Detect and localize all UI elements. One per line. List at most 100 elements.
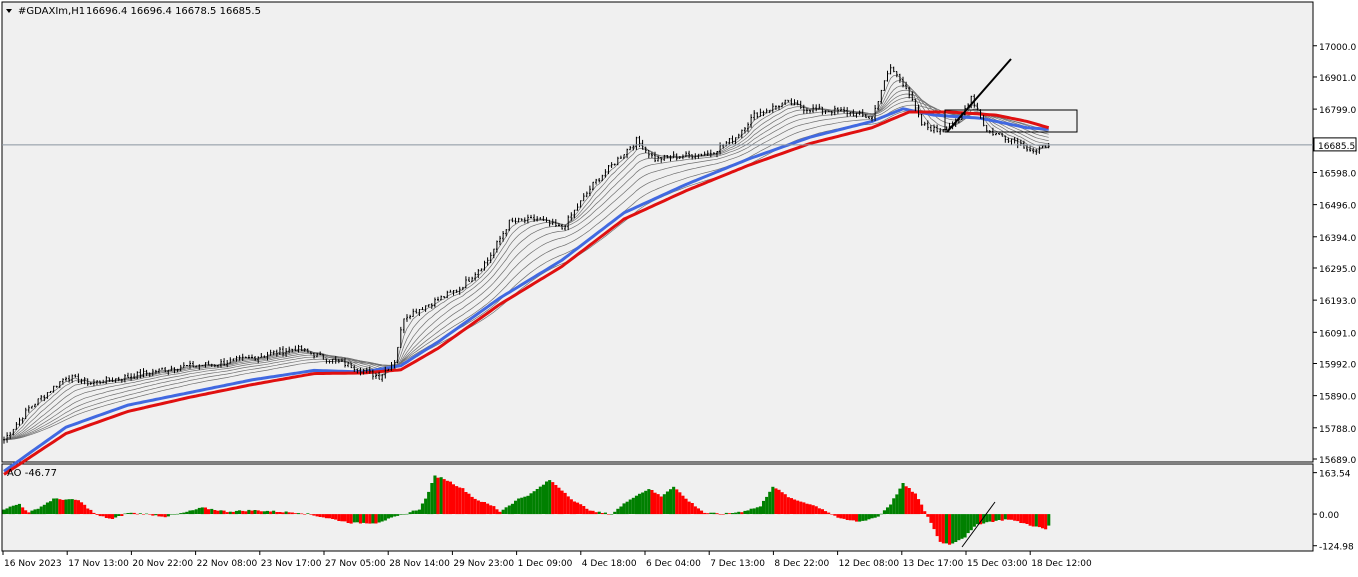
ao-bar xyxy=(204,508,207,515)
ao-bar xyxy=(843,514,846,519)
ao-bar xyxy=(681,496,684,514)
ao-bar xyxy=(874,514,877,518)
ao-bar xyxy=(269,512,272,515)
ao-bar xyxy=(815,506,818,514)
ao-bar xyxy=(393,514,396,516)
ao-bar xyxy=(139,513,142,514)
ao-bar xyxy=(1035,514,1038,526)
ao-bar xyxy=(6,508,9,514)
ao-bar xyxy=(278,512,281,514)
ao-bar xyxy=(821,509,824,514)
time-tick-label: 17 Nov 13:00 xyxy=(68,559,129,569)
ao-bar xyxy=(241,511,244,514)
ao-bar xyxy=(623,503,626,514)
ao-bar xyxy=(582,506,585,514)
ao-bar xyxy=(827,513,830,515)
ao-bar xyxy=(464,492,467,514)
ao-bar xyxy=(210,509,213,514)
ao-bar xyxy=(725,513,728,514)
ao-bar xyxy=(374,514,377,523)
ao-bar xyxy=(142,514,145,515)
ao-bar xyxy=(619,507,622,515)
ao-bar xyxy=(945,514,948,543)
ao-bar xyxy=(818,508,821,514)
time-tick-label: 1 Dec 09:00 xyxy=(518,559,573,569)
ao-bar xyxy=(492,506,495,514)
ao-bar xyxy=(74,500,77,514)
time-tick-label: 27 Nov 05:00 xyxy=(325,559,386,569)
ao-bar xyxy=(685,499,688,514)
ao-bar xyxy=(530,493,533,514)
ao-bar xyxy=(461,488,464,514)
ao-bar xyxy=(427,492,430,514)
ao-bar xyxy=(1038,514,1041,527)
ao-bar xyxy=(263,511,266,514)
ao-bar xyxy=(914,494,917,515)
ao-bar xyxy=(697,508,700,514)
ao-bar xyxy=(970,514,973,530)
ao-bar xyxy=(805,504,808,514)
ao-bar xyxy=(1019,514,1022,523)
price-tick-label: 15890.0 xyxy=(1319,393,1356,403)
ao-bar xyxy=(291,513,294,515)
ao-bar xyxy=(545,482,548,515)
ao-bar xyxy=(350,514,353,524)
ao-bar xyxy=(517,499,520,515)
ao-bar xyxy=(443,479,446,514)
ao-bar xyxy=(303,514,306,515)
ao-bar xyxy=(595,512,598,514)
time-tick-label: 22 Nov 08:00 xyxy=(197,559,258,569)
ao-bar xyxy=(127,513,130,514)
ao-bar xyxy=(942,514,945,543)
ao-bar xyxy=(809,504,812,514)
ao-bar xyxy=(647,489,650,514)
ao-bar xyxy=(709,513,712,514)
ao-bar xyxy=(703,513,706,514)
price-tick-label: 16295.0 xyxy=(1319,265,1356,275)
ao-bar xyxy=(771,487,774,514)
ao-bar xyxy=(976,514,979,524)
ao-bar xyxy=(781,492,784,514)
ao-tick-label: 0.00 xyxy=(1319,511,1339,521)
ao-bar xyxy=(833,514,836,516)
ao-bar xyxy=(567,496,570,514)
ao-bar xyxy=(796,501,799,514)
ao-bar xyxy=(433,476,436,515)
ao-bar xyxy=(998,514,1001,520)
ao-bar xyxy=(951,514,954,543)
ao-bar xyxy=(254,510,257,514)
ao-bar xyxy=(458,488,461,515)
ao-bar xyxy=(176,514,179,515)
ao-bar xyxy=(793,500,796,515)
ao-bar xyxy=(957,514,960,540)
price-pane[interactable] xyxy=(2,2,1313,462)
ao-bar xyxy=(316,514,319,516)
ao-bar xyxy=(511,504,514,514)
ao-bar xyxy=(644,491,647,514)
ao-bar xyxy=(663,494,666,514)
ao-tick-label: 163.54 xyxy=(1319,470,1351,480)
ao-bar xyxy=(691,503,694,514)
ao-bar xyxy=(300,514,303,515)
ao-bar xyxy=(688,502,691,514)
ao-bar xyxy=(312,514,315,516)
ao-bar xyxy=(939,514,942,542)
ao-bar xyxy=(71,499,74,514)
ao-bar xyxy=(455,486,458,514)
ao-bar xyxy=(824,511,827,514)
ao-bar xyxy=(830,514,833,515)
ao-bar xyxy=(288,512,291,514)
ao-bar xyxy=(281,512,284,514)
ao-bar xyxy=(756,507,759,514)
ao-bar xyxy=(272,511,275,514)
ao-bar xyxy=(43,505,46,514)
ao-bar xyxy=(561,491,564,514)
ao-bar xyxy=(1032,514,1035,526)
ao-bar xyxy=(89,510,92,514)
ao-bar xyxy=(570,499,573,514)
ao-bar xyxy=(750,509,753,514)
ao-bar xyxy=(722,514,725,515)
ao-bar xyxy=(390,514,393,517)
ao-bar xyxy=(266,511,269,514)
